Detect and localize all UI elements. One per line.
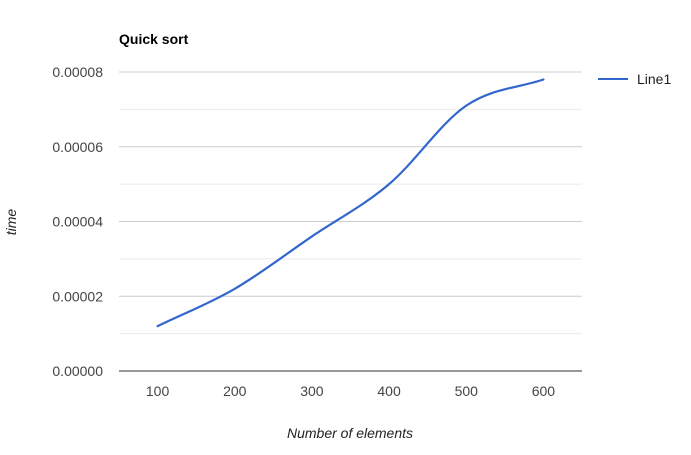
x-tick-label: 400 xyxy=(377,383,401,399)
x-tick-label: 600 xyxy=(532,383,556,399)
tick-labels: 0.00000 0.00002 0.00004 0.00006 0.00008 100 20… xyxy=(52,64,555,399)
y-tick-label: 0.00004 xyxy=(52,214,103,230)
legend: Line1 xyxy=(598,71,671,87)
series xyxy=(156,78,545,328)
x-tick-label: 300 xyxy=(300,383,324,399)
grid xyxy=(119,71,582,335)
x-tick-label: 200 xyxy=(223,383,247,399)
y-tick-label: 0.00006 xyxy=(52,139,103,155)
x-tick-label: 500 xyxy=(455,383,479,399)
series-line-line1 xyxy=(156,78,545,328)
chart-title: Quick sort xyxy=(119,31,189,47)
x-axis-label: Number of elements xyxy=(287,425,413,441)
legend-label: Line1 xyxy=(637,71,671,87)
y-tick-label: 0.00008 xyxy=(52,64,103,80)
x-tick-label: 100 xyxy=(146,383,170,399)
y-tick-label: 0.00002 xyxy=(52,288,103,304)
y-axis-label: time xyxy=(3,209,19,236)
y-tick-label: 0.00000 xyxy=(52,363,103,379)
